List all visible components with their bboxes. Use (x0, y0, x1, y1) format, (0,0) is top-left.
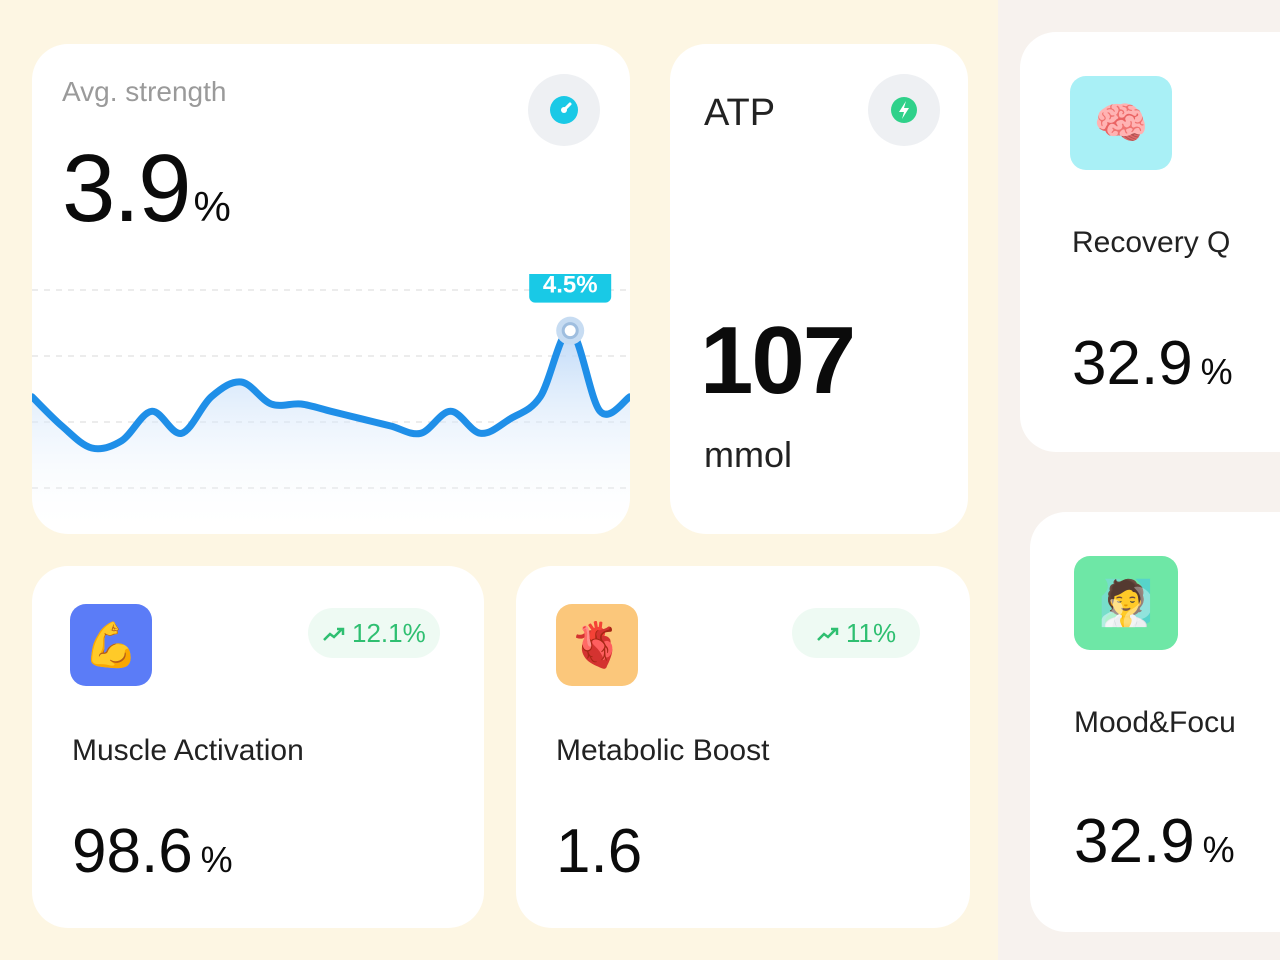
muscle-trend-value: 12.1% (352, 617, 426, 648)
tooltip-label: 4.5% (543, 274, 598, 299)
mood-focus-card[interactable]: 🧖 Mood&Focu 32.9% (1030, 512, 1280, 932)
chart-line (32, 327, 630, 453)
atp-card[interactable]: ATP 107 mmol (670, 44, 968, 534)
atp-label: ATP (704, 92, 776, 134)
avg-strength-card[interactable]: Avg. strength 3.9% 4.5% (32, 44, 630, 534)
muscle-value: 98.6% (72, 816, 233, 887)
person-icon: 🧖 (1074, 556, 1178, 650)
muscle-title: Muscle Activation (72, 734, 304, 767)
avg-strength-value: 3.9% (62, 134, 231, 244)
anatomical-heart-icon: 🫀 (556, 604, 638, 686)
strength-chart: 4.5% (32, 274, 630, 534)
gauge-icon[interactable] (528, 74, 600, 146)
atp-unit: mmol (704, 434, 792, 475)
trend-up-icon (322, 618, 346, 649)
metabolic-trend-value: 11% (846, 617, 897, 648)
chart-area (32, 330, 630, 534)
recovery-title: Recovery Q (1072, 226, 1231, 259)
bolt-icon[interactable] (868, 74, 940, 146)
recovery-card[interactable]: 🧠 Recovery Q 32.9% (1020, 32, 1280, 452)
trend-up-icon (816, 618, 840, 649)
atp-value: 107 (700, 307, 856, 414)
muscle-unit: % (200, 839, 233, 880)
tooltip-background (529, 274, 612, 303)
metabolic-boost-card[interactable]: 🫀 11% Metabolic Boost 1.6 (516, 566, 970, 928)
flexed-biceps-icon: 💪 (70, 604, 152, 686)
muscle-activation-card[interactable]: 💪 12.1% Muscle Activation 98.6% (32, 566, 484, 928)
muscle-number: 98.6 (72, 817, 193, 886)
recovery-number: 32.9 (1072, 329, 1193, 398)
highlight-point (561, 322, 579, 340)
muscle-trend-badge: 12.1% (308, 608, 440, 658)
metabolic-trend-badge: 11% (792, 608, 921, 658)
avg-strength-label: Avg. strength (62, 76, 227, 107)
mood-title: Mood&Focu (1074, 706, 1236, 739)
metabolic-value: 1.6 (556, 817, 643, 886)
brain-icon: 🧠 (1070, 76, 1172, 170)
mood-number: 32.9 (1074, 807, 1195, 876)
metabolic-title: Metabolic Boost (556, 734, 770, 767)
avg-strength-unit: % (193, 183, 230, 230)
mood-value: 32.9% (1074, 806, 1235, 877)
recovery-value: 32.9% (1072, 328, 1233, 399)
mood-unit: % (1202, 829, 1235, 870)
recovery-unit: % (1200, 351, 1233, 392)
avg-strength-number: 3.9 (62, 135, 191, 242)
